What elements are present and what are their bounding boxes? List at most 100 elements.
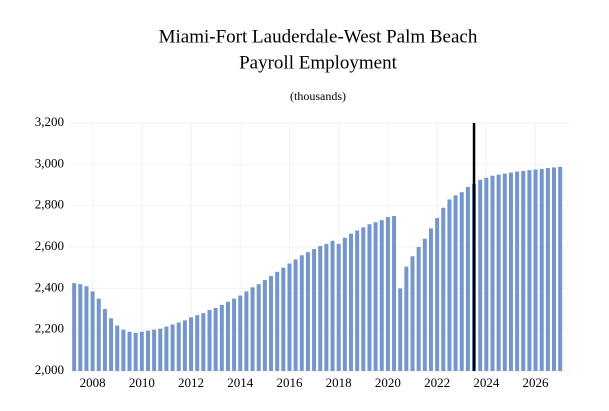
bar xyxy=(182,320,187,371)
bar xyxy=(348,233,353,371)
bar xyxy=(398,288,403,371)
bar xyxy=(195,315,200,371)
y-tick-label: 2,800 xyxy=(35,197,64,212)
bar xyxy=(305,252,310,371)
bar xyxy=(422,238,427,371)
x-tick-label: 2010 xyxy=(129,375,155,390)
bar xyxy=(490,175,495,371)
bar xyxy=(115,325,120,371)
bar xyxy=(299,255,304,371)
bar xyxy=(269,275,274,371)
bar xyxy=(416,247,421,371)
bar xyxy=(496,174,501,371)
bar xyxy=(367,224,372,371)
bar xyxy=(170,324,175,371)
bar xyxy=(515,171,520,371)
bar xyxy=(189,317,194,371)
bar xyxy=(545,168,550,371)
bar xyxy=(275,271,280,371)
bar xyxy=(478,179,483,371)
chart-title: Miami-Fort Lauderdale-West Palm Beach xyxy=(159,26,478,47)
bar xyxy=(244,291,249,371)
bar xyxy=(502,173,507,371)
bar xyxy=(84,286,89,371)
x-tick-label: 2008 xyxy=(80,375,106,390)
bar xyxy=(324,243,329,371)
bar xyxy=(521,170,526,371)
bar xyxy=(281,267,286,371)
bar xyxy=(453,195,458,371)
bar xyxy=(385,217,390,371)
bar xyxy=(133,332,138,371)
bar xyxy=(355,230,360,371)
bar xyxy=(78,284,83,371)
x-tick-label: 2020 xyxy=(375,375,401,390)
x-tick-label: 2016 xyxy=(276,375,303,390)
x-tick-label: 2018 xyxy=(326,375,352,390)
x-tick-label: 2024 xyxy=(473,375,500,390)
bar xyxy=(558,166,563,371)
bar xyxy=(145,330,150,371)
bar xyxy=(225,301,230,371)
bar xyxy=(232,298,237,371)
y-tick-label: 2,000 xyxy=(35,362,64,377)
bar xyxy=(152,329,157,371)
y-tick-label: 3,000 xyxy=(35,155,64,170)
bar xyxy=(256,284,261,371)
y-tick-label: 2,400 xyxy=(35,279,64,294)
bar xyxy=(238,295,243,371)
bar xyxy=(527,170,532,371)
bar xyxy=(102,309,107,371)
bar xyxy=(127,331,132,371)
bar xyxy=(552,167,557,371)
bar xyxy=(447,199,452,371)
x-tick-label: 2022 xyxy=(424,375,450,390)
bar xyxy=(72,283,77,371)
bar xyxy=(539,168,544,371)
chart-title: Payroll Employment xyxy=(239,52,398,73)
bar xyxy=(342,237,347,371)
bar xyxy=(508,172,513,371)
bar xyxy=(201,313,206,371)
x-tick-label: 2026 xyxy=(523,375,550,390)
bar xyxy=(312,249,317,371)
y-tick-label: 2,200 xyxy=(35,321,64,336)
bar xyxy=(392,216,397,371)
bar xyxy=(250,287,255,371)
x-tick-label: 2012 xyxy=(178,375,204,390)
bar xyxy=(318,245,323,371)
bar xyxy=(330,240,335,371)
bar xyxy=(459,192,464,371)
bar xyxy=(96,298,101,371)
chart-subtitle: (thousands) xyxy=(290,89,346,103)
bar xyxy=(164,326,169,371)
bar xyxy=(465,187,470,371)
bar xyxy=(139,331,144,371)
bar xyxy=(379,220,384,371)
bar xyxy=(533,169,538,371)
bar xyxy=(361,227,366,371)
bar xyxy=(90,291,95,371)
bar xyxy=(435,218,440,371)
bar xyxy=(293,259,298,371)
bar xyxy=(484,177,489,371)
bar xyxy=(373,222,378,371)
bar xyxy=(404,266,409,371)
bar xyxy=(219,304,224,371)
bar xyxy=(207,310,212,371)
bar xyxy=(410,256,415,371)
bar xyxy=(176,322,181,371)
bar xyxy=(336,243,341,371)
y-tick-label: 2,600 xyxy=(35,238,64,253)
y-tick-label: 3,200 xyxy=(35,114,64,129)
bar xyxy=(109,318,114,371)
x-tick-label: 2014 xyxy=(227,375,254,390)
bar xyxy=(121,329,126,371)
bar xyxy=(287,263,292,371)
bar xyxy=(428,228,433,371)
bar xyxy=(262,280,267,371)
bar xyxy=(441,207,446,371)
bar xyxy=(213,307,218,371)
bar xyxy=(158,328,163,371)
